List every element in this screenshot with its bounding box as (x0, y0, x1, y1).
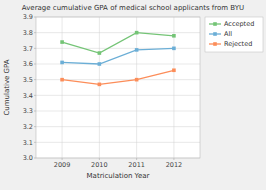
grid-line (99, 17, 100, 158)
series-line (62, 48, 174, 64)
chart-title: Average cumulative GPA of medical school… (22, 4, 244, 12)
chart: 3.0 3.1 3.2 3.3 3.4 3.5 3.6 3.7 3.8 3.9 2009 2010 20… (0, 0, 266, 190)
tick-label: 2011 (128, 161, 145, 169)
data-point (172, 68, 176, 72)
grid-line (36, 95, 200, 96)
legend-label: All (224, 30, 232, 38)
x-axis-label: Matriculation Year (87, 172, 150, 180)
tick-label: 2009 (54, 161, 71, 169)
tick-label: 3.4 (23, 92, 33, 100)
legend-label: Accepted (224, 20, 254, 28)
data-point (98, 83, 102, 87)
data-point (172, 47, 176, 51)
legend-frame (205, 17, 263, 52)
data-point (135, 31, 139, 35)
plot-frame (36, 17, 200, 158)
data-point (98, 62, 102, 66)
series-line (62, 33, 174, 53)
data-point (135, 78, 139, 82)
legend-label: Rejected (224, 40, 252, 48)
grid-line (36, 126, 200, 127)
data-point (98, 51, 102, 55)
tick-label: 3.2 (23, 123, 33, 131)
grid-line (62, 17, 63, 158)
tick-label: 2012 (166, 161, 183, 169)
tick-label: 3.5 (23, 76, 33, 84)
tick-label: 3.3 (23, 107, 33, 115)
grid-line (36, 142, 200, 143)
background (0, 0, 266, 190)
legend-marker (213, 32, 217, 36)
data-point (60, 40, 64, 44)
data-point (60, 61, 64, 65)
legend: Accepted All Rejected (205, 17, 263, 52)
tick-label: 2010 (91, 161, 108, 169)
plot-area (60, 31, 175, 86)
tick-label: 3.1 (23, 139, 33, 147)
tick-label: 3.7 (23, 45, 33, 53)
grid-line (173, 17, 174, 158)
legend-marker (213, 22, 217, 26)
data-point (172, 34, 176, 38)
legend-marker (213, 42, 217, 46)
grid-line (136, 17, 137, 158)
tick-label: 3.9 (23, 13, 33, 21)
data-point (60, 78, 64, 82)
data-point (135, 48, 139, 52)
plot-background (36, 17, 200, 158)
tick-label: 3.0 (23, 154, 33, 162)
y-axis-label: Cumulative GPA (3, 59, 11, 115)
grid-line (36, 111, 200, 112)
tick-label: 3.6 (23, 60, 33, 68)
chart-container: 3.0 3.1 3.2 3.3 3.4 3.5 3.6 3.7 3.8 3.9 2009 2010 20… (0, 0, 266, 190)
grid-line (36, 32, 200, 33)
tick-label: 3.8 (23, 29, 33, 37)
series-line (62, 70, 174, 84)
